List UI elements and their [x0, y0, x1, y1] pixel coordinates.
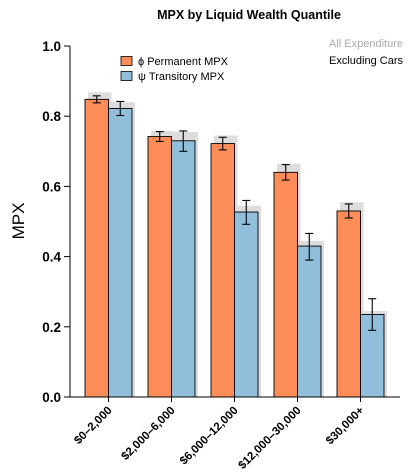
bar-transitory — [297, 245, 322, 398]
legend-label-permanent: ϕ Permanent MPX — [138, 56, 229, 68]
bar-permanent — [147, 136, 172, 398]
y-axis-label: MPX — [9, 203, 28, 240]
legend: ϕ Permanent MPX ψ Transitory MPX — [120, 56, 229, 83]
annotation-all-expenditure: All Expenditure — [329, 38, 403, 50]
x-tick-label: $12,000–30,000 — [236, 405, 303, 472]
legend-swatch-transitory — [120, 71, 133, 81]
bar-permanent — [84, 98, 109, 398]
chart-title: MPX by Liquid Wealth Quantile — [157, 8, 341, 22]
bar-permanent — [210, 143, 235, 398]
y-tick-label: 0.6 — [42, 179, 61, 194]
x-tick-label: $30,000+ — [324, 404, 367, 447]
bar-transitory — [171, 140, 196, 398]
legend-label-transitory: ψ Transitory MPX — [138, 71, 225, 83]
y-tick-label: 1.0 — [42, 39, 61, 54]
annotation-excluding-cars: Excluding Cars — [329, 55, 403, 67]
bar-permanent — [273, 171, 298, 398]
y-tick-label: 0.2 — [42, 320, 61, 335]
y-tick-label: 0.0 — [42, 390, 61, 405]
y-tick-label: 0.8 — [42, 109, 61, 124]
y-tick-label: 0.4 — [42, 250, 61, 265]
bar-transitory — [108, 108, 133, 398]
plot-area: 0.0 0.2 0.4 0.6 0.8 1.0 $0–2,000 $2,000–6,000 $6… — [42, 39, 400, 472]
corner-annotations: All Expenditure Excluding Cars — [329, 38, 403, 67]
legend-swatch-permanent — [120, 56, 133, 66]
bar-transitory — [234, 211, 259, 398]
x-tick-label: $2,000–6,000 — [119, 405, 177, 463]
x-tick-label: $6,000–12,000 — [178, 405, 241, 468]
x-tick-label: $0–2,000 — [72, 405, 114, 447]
bar-permanent — [336, 210, 361, 398]
